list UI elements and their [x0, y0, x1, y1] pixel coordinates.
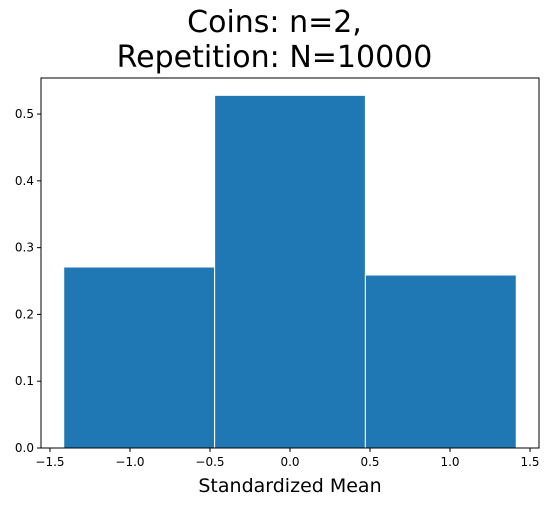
y-tick-label: 0.0 — [15, 441, 34, 455]
y-tick-label: 0.3 — [15, 241, 34, 255]
histogram-bar-1 — [64, 267, 215, 448]
bars-group — [64, 95, 517, 448]
x-tick-label: 1.0 — [440, 455, 459, 469]
y-tick-label: 0.4 — [15, 174, 34, 188]
x-tick-label: −1.0 — [115, 455, 144, 469]
y-tick-label: 0.5 — [15, 107, 34, 121]
y-tick-label: 0.2 — [15, 307, 34, 321]
x-tick-label: −1.5 — [35, 455, 64, 469]
x-tick-label: 0.0 — [280, 455, 299, 469]
y-tick-label: 0.1 — [15, 374, 34, 388]
histogram-bar-2 — [215, 95, 366, 448]
x-tick-label: −0.5 — [195, 455, 224, 469]
x-axis-label: Standardized Mean — [40, 475, 540, 497]
histogram-bar-3 — [365, 275, 516, 448]
x-tick-label: 0.5 — [360, 455, 379, 469]
x-tick-label: 1.5 — [520, 455, 539, 469]
